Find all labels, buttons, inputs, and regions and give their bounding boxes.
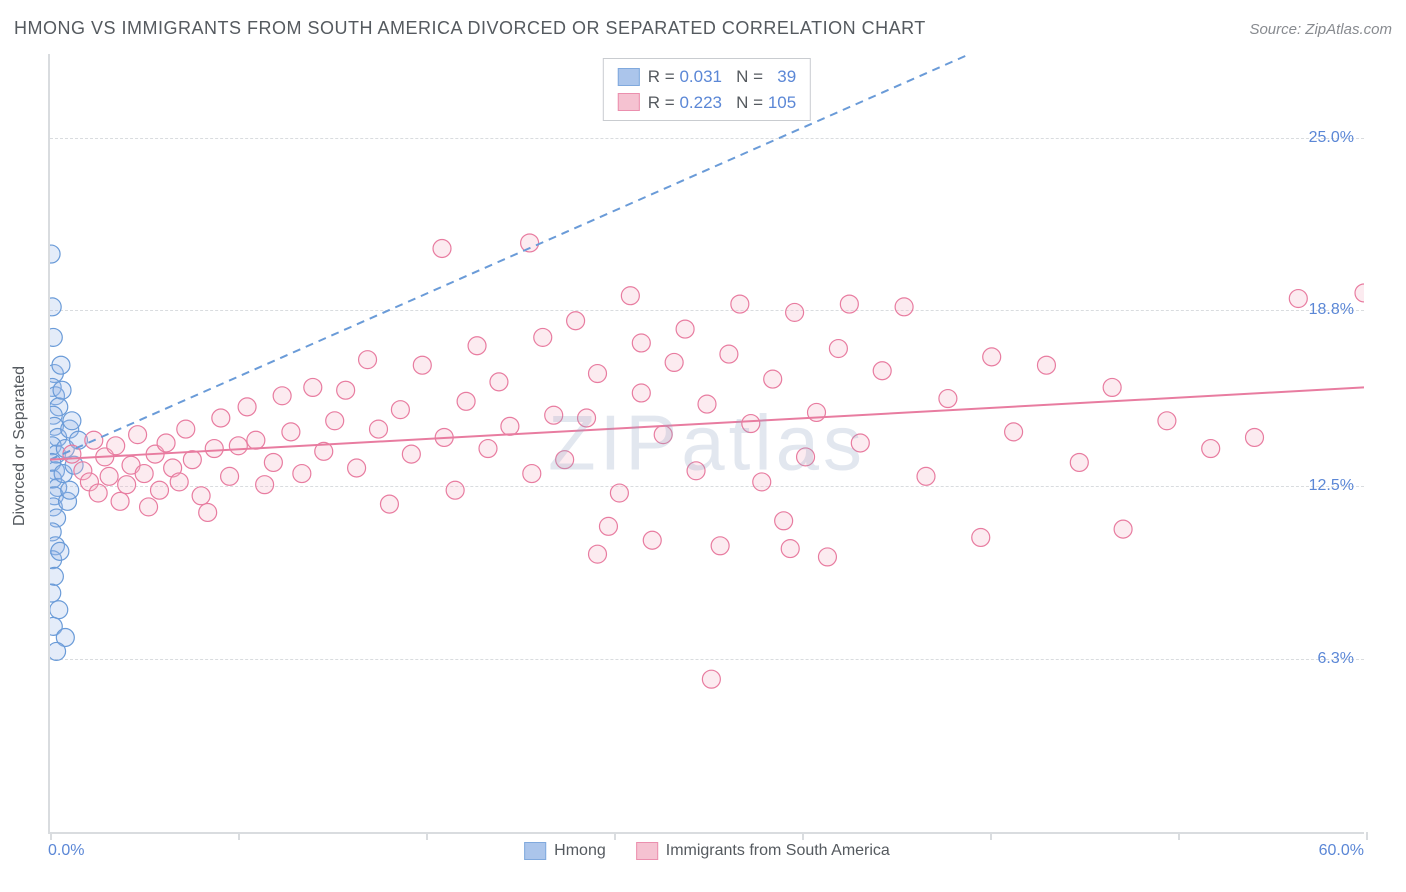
r-label-2: R = (648, 93, 680, 112)
y-axis-label: Divorced or Separated (11, 366, 29, 526)
x-tick (426, 832, 428, 840)
swatch-series-1 (618, 68, 640, 86)
n-label-2: N = (736, 93, 768, 112)
swatch-bottom-1 (524, 842, 546, 860)
x-axis-max: 60.0% (1319, 842, 1364, 860)
r-label: R = (648, 67, 680, 86)
swatch-series-2 (618, 93, 640, 111)
plot-area: ZIPatlas 6.3%12.5%18.8%25.0% R = 0.031 N… (48, 54, 1364, 834)
x-tick (50, 832, 52, 840)
legend-row-2: R = 0.223 N = 105 (618, 90, 796, 116)
x-axis-min: 0.0% (48, 842, 84, 860)
n-label: N = (736, 67, 768, 86)
series-name-2: Immigrants from South America (666, 842, 890, 860)
chart-title: HMONG VS IMMIGRANTS FROM SOUTH AMERICA D… (14, 18, 926, 39)
legend-item-1: Hmong (524, 842, 606, 860)
n-value-1: 39 (777, 67, 796, 86)
x-tick (238, 832, 240, 840)
series-name-1: Hmong (554, 842, 606, 860)
x-tick (802, 832, 804, 840)
r-value-1: 0.031 (679, 67, 722, 86)
legend-row-1: R = 0.031 N = 39 (618, 64, 796, 90)
series-legend: Hmong Immigrants from South America (524, 842, 890, 860)
x-tick (1178, 832, 1180, 840)
x-tick (1366, 832, 1368, 840)
scatter-svg (50, 54, 1364, 832)
legend-item-2: Immigrants from South America (636, 842, 890, 860)
swatch-bottom-2 (636, 842, 658, 860)
n-value-2: 105 (768, 93, 796, 112)
x-tick (990, 832, 992, 840)
x-tick (614, 832, 616, 840)
source-label: Source: ZipAtlas.com (1249, 21, 1392, 38)
stats-legend: R = 0.031 N = 39 R = 0.223 N = 105 (603, 58, 811, 121)
r-value-2: 0.223 (679, 93, 722, 112)
